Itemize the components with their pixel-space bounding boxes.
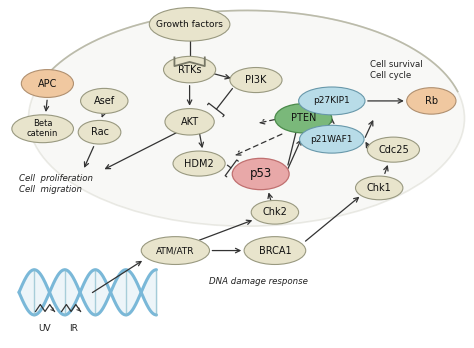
Ellipse shape (81, 88, 128, 113)
Text: Chk2: Chk2 (263, 207, 287, 217)
Text: p21WAF1: p21WAF1 (310, 135, 353, 144)
Text: p53: p53 (250, 167, 272, 181)
Text: UV: UV (39, 324, 51, 333)
Text: Growth factors: Growth factors (156, 20, 223, 29)
Ellipse shape (28, 10, 465, 226)
Text: DNA damage response: DNA damage response (209, 277, 308, 286)
Text: Cell  proliferation
Cell  migration: Cell proliferation Cell migration (19, 174, 93, 195)
Ellipse shape (164, 56, 216, 83)
Text: RTKs: RTKs (178, 65, 201, 74)
Text: ATM/ATR: ATM/ATR (156, 246, 195, 255)
Ellipse shape (232, 158, 289, 190)
Ellipse shape (407, 88, 456, 114)
Text: APC: APC (38, 79, 57, 88)
Ellipse shape (78, 120, 121, 144)
Ellipse shape (230, 68, 282, 93)
Text: Asef: Asef (94, 96, 115, 106)
Text: p27KIP1: p27KIP1 (313, 96, 350, 105)
Ellipse shape (173, 151, 225, 176)
Text: Cell survival
Cell cycle: Cell survival Cell cycle (370, 60, 422, 80)
Ellipse shape (367, 137, 419, 162)
Ellipse shape (21, 70, 73, 97)
Text: PTEN: PTEN (291, 113, 316, 123)
Ellipse shape (300, 125, 364, 153)
Text: Cdc25: Cdc25 (378, 145, 409, 155)
Ellipse shape (251, 200, 299, 224)
Text: Rac: Rac (91, 127, 109, 137)
Ellipse shape (165, 109, 214, 135)
Text: BRCA1: BRCA1 (259, 246, 291, 255)
Ellipse shape (299, 87, 365, 115)
Text: PI3K: PI3K (245, 75, 267, 85)
Text: Rb: Rb (425, 96, 438, 106)
Text: Beta
catenin: Beta catenin (27, 119, 58, 139)
Ellipse shape (12, 115, 73, 143)
Text: AKT: AKT (181, 117, 199, 127)
Ellipse shape (149, 8, 230, 41)
Text: HDM2: HDM2 (184, 159, 214, 168)
Ellipse shape (356, 176, 403, 200)
Text: IR: IR (69, 324, 78, 333)
Text: Chk1: Chk1 (367, 183, 392, 193)
Ellipse shape (244, 237, 306, 264)
Ellipse shape (275, 104, 332, 133)
Ellipse shape (141, 237, 210, 264)
